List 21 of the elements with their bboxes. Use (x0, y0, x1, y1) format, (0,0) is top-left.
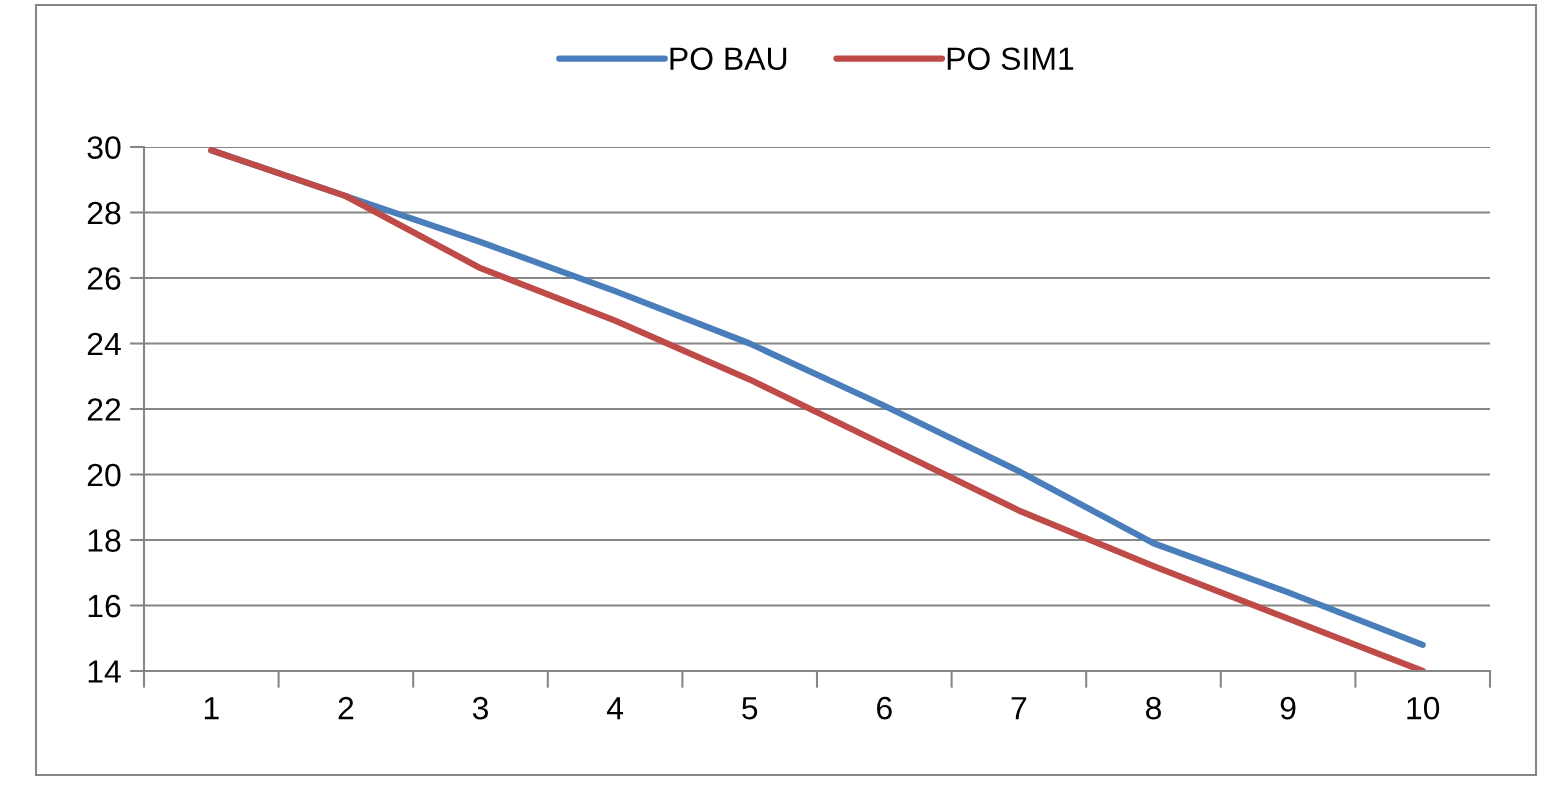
x-tick-label: 4 (606, 697, 624, 720)
legend-label: PO BAU (670, 47, 787, 71)
x-tick-label: 7 (1011, 697, 1027, 720)
x-tick-label: 8 (1146, 696, 1161, 720)
y-tick-label: 18 (88, 529, 121, 552)
y-tick-label: 24 (87, 332, 121, 356)
y-tick-label: 30 (87, 136, 121, 159)
x-tick-label: 5 (742, 697, 758, 720)
x-tick-label: 3 (472, 696, 488, 720)
x-tick-label: 1 (204, 697, 219, 720)
y-tick-label: 26 (87, 267, 121, 290)
legend-label: PO SIM1 (947, 47, 1074, 71)
x-tick-label: 6 (877, 696, 892, 720)
y-tick-label: 28 (87, 201, 121, 225)
x-tick-label: 9 (1280, 696, 1296, 720)
y-tick-label: 14 (88, 660, 121, 683)
x-tick-label: 2 (338, 696, 354, 720)
y-tick-label: 22 (87, 398, 121, 421)
y-tick-label: 16 (88, 594, 121, 618)
x-tick-label: 10 (1407, 696, 1440, 720)
y-tick-label: 20 (87, 463, 121, 487)
